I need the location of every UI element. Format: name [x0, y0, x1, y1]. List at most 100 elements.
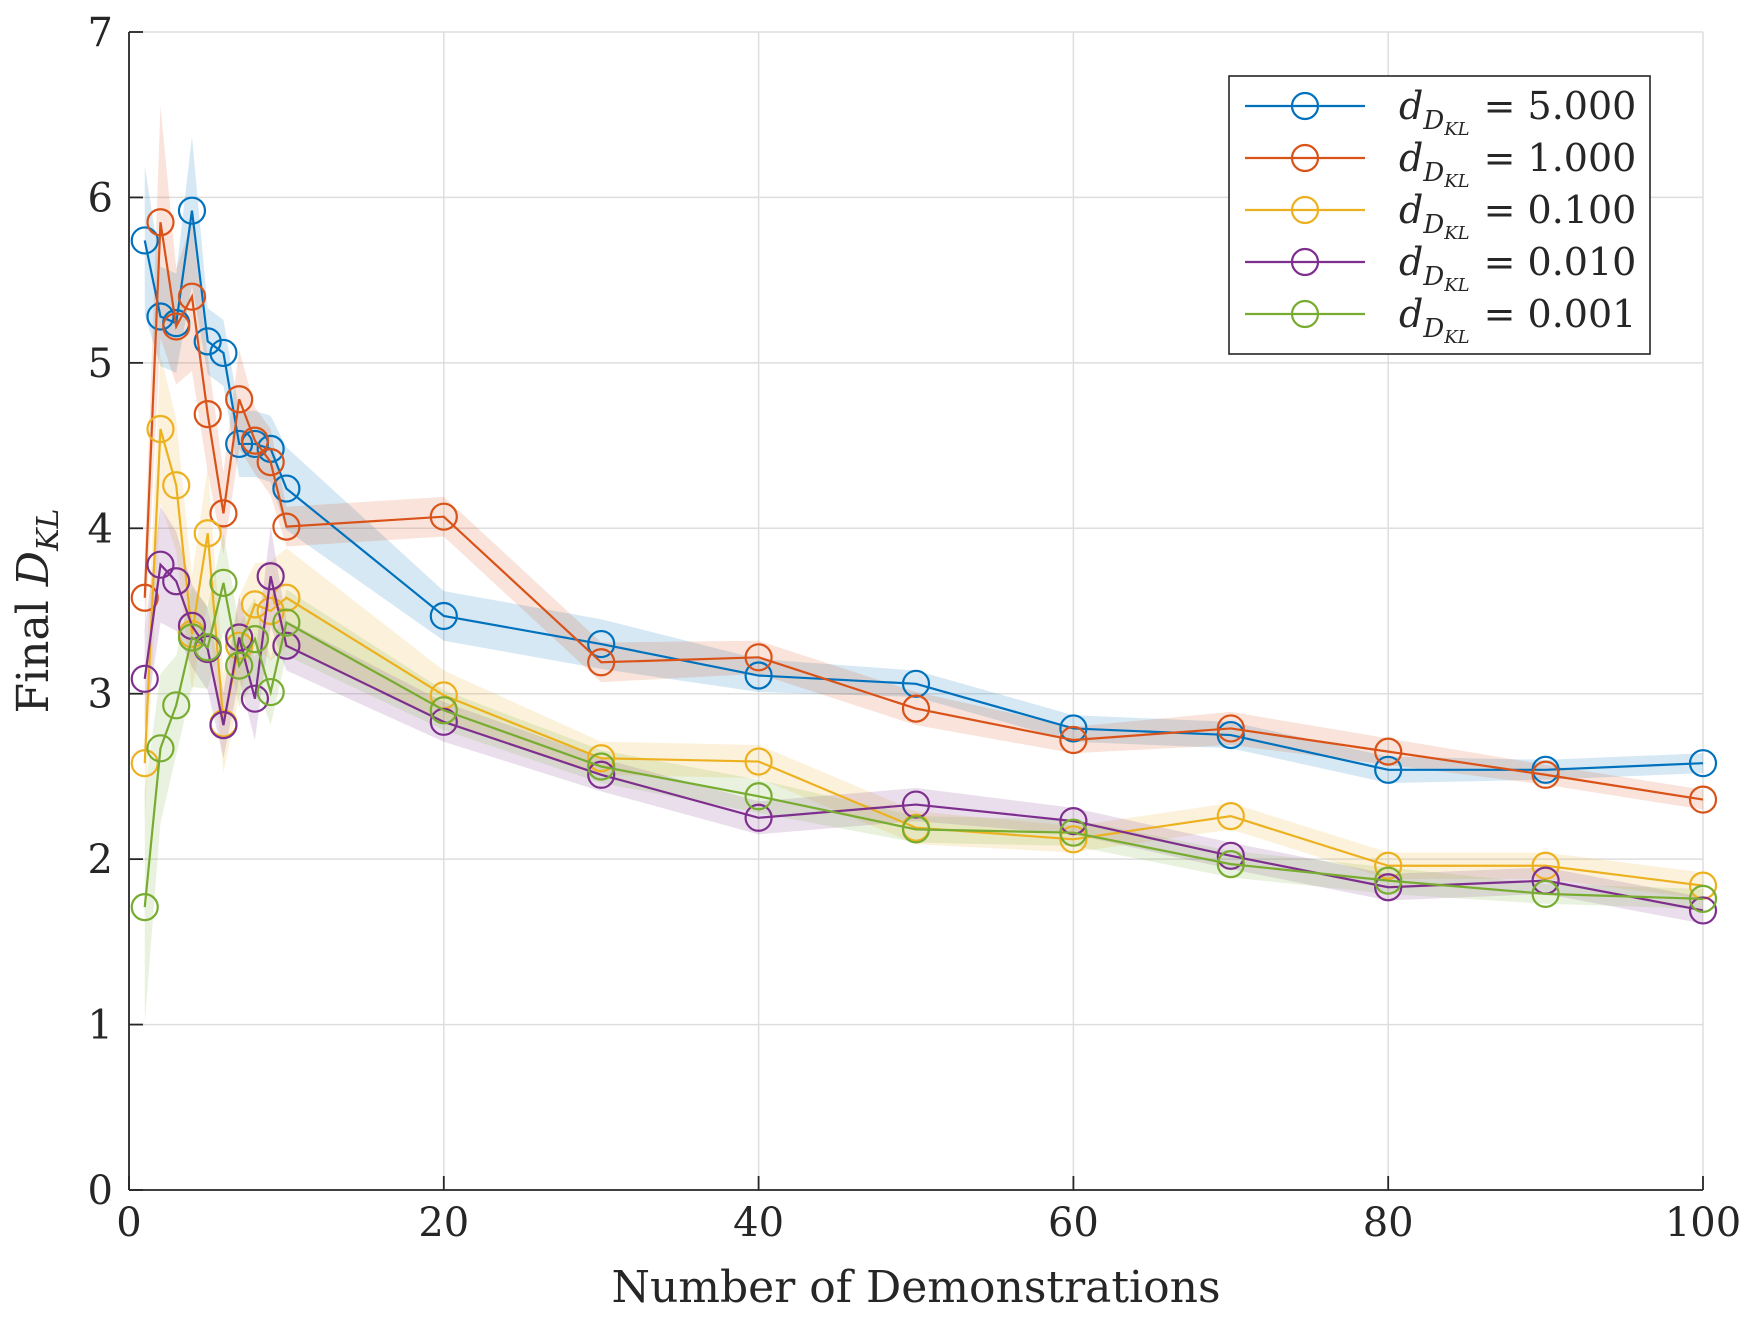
data-point — [1374, 737, 1403, 766]
data-point — [146, 734, 175, 763]
data-point — [744, 747, 773, 776]
data-point — [1216, 802, 1245, 831]
y-axis-label-prefix: Final — [8, 586, 59, 713]
data-point — [162, 312, 191, 341]
data-point — [193, 519, 222, 548]
axes — [128, 31, 1704, 1191]
data-point — [272, 512, 301, 541]
y-tick-label: 2 — [88, 837, 113, 883]
series-line — [143, 222, 1704, 801]
data-point — [1374, 866, 1403, 895]
data-point — [1059, 825, 1088, 854]
data-point — [193, 633, 222, 662]
y-tick-label: 3 — [88, 672, 113, 718]
data-point — [1216, 714, 1245, 743]
legend-subscript: D — [1422, 106, 1444, 136]
data-point — [1531, 879, 1560, 908]
data-point — [240, 426, 270, 455]
data-point — [1059, 725, 1088, 755]
legend-subsubscript: KL — [1443, 327, 1469, 348]
legend-label: dDKL = 1.000 — [1399, 136, 1636, 192]
legend-marker — [1290, 299, 1320, 329]
data-point — [193, 400, 222, 429]
data-point — [744, 803, 773, 832]
legend-label: dDKL = 0.001 — [1399, 292, 1636, 348]
legend-symbol: d — [1399, 136, 1423, 180]
data-point — [1688, 749, 1718, 778]
data-point — [162, 471, 191, 500]
data-point — [1059, 714, 1088, 743]
data-point — [256, 562, 285, 591]
data-point — [225, 429, 254, 459]
data-point — [429, 707, 458, 736]
data-point — [429, 601, 458, 631]
data-point — [272, 474, 301, 503]
x-tick-label: 0 — [116, 1200, 141, 1246]
legend-subscript: D — [1422, 210, 1444, 240]
data-point — [240, 684, 270, 713]
legend-marker — [1290, 91, 1320, 121]
series-line — [143, 582, 1704, 908]
data-point — [146, 550, 175, 579]
series-line — [143, 428, 1704, 887]
legend-subscript: D — [1422, 262, 1444, 292]
data-point — [587, 629, 616, 659]
x-axis-label: Number of Demonstrations — [611, 1262, 1220, 1313]
data-point — [1216, 841, 1245, 870]
legend-marker — [1290, 195, 1320, 225]
data-point — [1688, 896, 1718, 925]
legend-label: dDKL = 0.100 — [1399, 188, 1636, 244]
data-point — [1531, 851, 1560, 880]
legend-marker — [1290, 143, 1320, 173]
data-point — [146, 302, 175, 331]
legend-subscript: D — [1422, 158, 1444, 188]
data-point — [193, 327, 222, 356]
data-point — [209, 499, 238, 528]
data-point — [587, 648, 616, 677]
data-point — [225, 385, 254, 414]
legend-symbol: d — [1399, 188, 1423, 232]
data-point — [177, 623, 207, 652]
y-tick-label: 6 — [88, 175, 113, 221]
data-point — [256, 448, 285, 477]
y-tick-label: 0 — [88, 1168, 113, 1214]
legend-symbol: d — [1399, 292, 1423, 336]
data-point — [1059, 818, 1088, 847]
data-point — [1374, 873, 1403, 902]
series-line — [143, 210, 1704, 771]
y-tick-label: 5 — [88, 341, 113, 387]
data-point — [901, 790, 931, 819]
legend-value: = 1.000 — [1484, 136, 1637, 180]
y-axis-label-subscript: KL — [31, 509, 66, 552]
legend-subscript: D — [1422, 314, 1444, 344]
y-tick-label: 4 — [88, 506, 113, 552]
data-point — [256, 677, 285, 707]
y-tick-label: 1 — [88, 1003, 113, 1049]
legend-symbol: d — [1399, 84, 1423, 128]
data-point — [587, 752, 616, 781]
legend-subsubscript: KL — [1443, 171, 1469, 192]
y-axis-label: Final DKL — [8, 509, 66, 714]
x-tick-label: 20 — [418, 1200, 469, 1246]
data-point — [901, 694, 931, 723]
legend-box — [1228, 75, 1651, 355]
data-point — [209, 711, 238, 740]
data-point — [162, 567, 191, 596]
legend-value: = 0.100 — [1484, 188, 1637, 232]
series-lines — [130, 196, 1718, 925]
legend-subsubscript: KL — [1443, 223, 1469, 244]
data-point — [1059, 806, 1088, 836]
legend-value: = 0.001 — [1484, 292, 1637, 336]
data-point — [130, 664, 159, 693]
data-point — [1531, 760, 1560, 789]
data-point — [177, 282, 207, 311]
data-point — [272, 631, 301, 660]
legend-value: = 5.000 — [1484, 84, 1637, 128]
series-line — [143, 562, 1704, 912]
x-tick-label: 40 — [733, 1200, 784, 1246]
data-point — [177, 196, 207, 225]
x-tick-label: 60 — [1048, 1200, 1099, 1246]
series-band — [144, 136, 1704, 784]
